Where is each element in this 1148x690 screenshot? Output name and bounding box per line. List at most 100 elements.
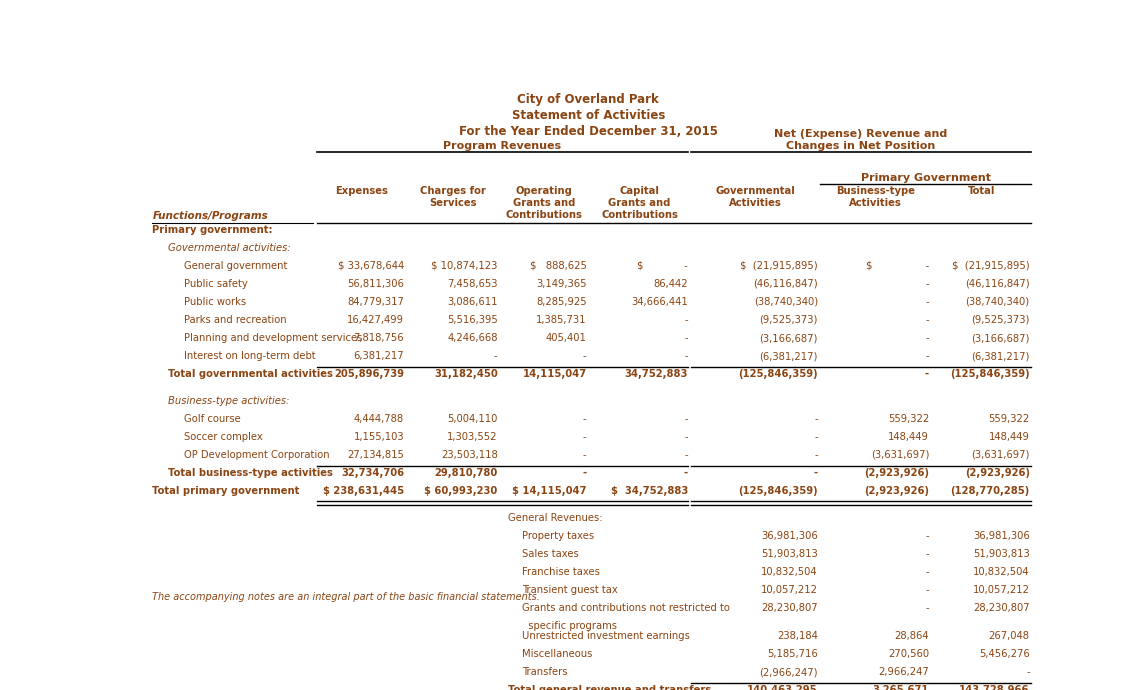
Text: 7,818,756: 7,818,756 (354, 333, 404, 343)
Text: 1,385,731: 1,385,731 (536, 315, 587, 325)
Text: (3,631,697): (3,631,697) (870, 450, 929, 460)
Text: $ 33,678,644: $ 33,678,644 (338, 261, 404, 270)
Text: Total governmental activities: Total governmental activities (169, 369, 333, 380)
Text: Public safety: Public safety (185, 279, 248, 289)
Text: 148,449: 148,449 (988, 432, 1030, 442)
Text: The accompanying notes are an integral part of the basic financial statements.: The accompanying notes are an integral p… (153, 593, 541, 602)
Text: 3,265,671: 3,265,671 (872, 685, 929, 690)
Text: Unrestricted investment earnings: Unrestricted investment earnings (521, 631, 690, 641)
Text: 14,115,047: 14,115,047 (522, 369, 587, 380)
Text: (38,740,340): (38,740,340) (965, 297, 1030, 307)
Text: 86,442: 86,442 (653, 279, 688, 289)
Text: Grants and contributions not restricted to: Grants and contributions not restricted … (521, 603, 729, 613)
Text: 7,458,653: 7,458,653 (447, 279, 497, 289)
Text: Transient guest tax: Transient guest tax (521, 585, 618, 595)
Text: Total primary government: Total primary government (153, 486, 300, 496)
Text: -: - (814, 468, 817, 478)
Text: 559,322: 559,322 (887, 414, 929, 424)
Text: 84,779,317: 84,779,317 (348, 297, 404, 307)
Text: Expenses: Expenses (335, 186, 388, 197)
Text: -: - (925, 315, 929, 325)
Text: (2,923,926): (2,923,926) (964, 468, 1030, 478)
Text: Interest on long-term debt: Interest on long-term debt (185, 351, 316, 361)
Text: For the Year Ended December 31, 2015: For the Year Ended December 31, 2015 (459, 126, 718, 138)
Text: General Revenues:: General Revenues: (509, 513, 603, 522)
Text: -: - (583, 351, 587, 361)
Text: $ 14,115,047: $ 14,115,047 (512, 486, 587, 496)
Text: $                 -: $ - (866, 261, 929, 270)
Text: -: - (925, 333, 929, 343)
Text: 8,285,925: 8,285,925 (536, 297, 587, 307)
Text: 56,811,306: 56,811,306 (348, 279, 404, 289)
Text: Net (Expense) Revenue and
Changes in Net Position: Net (Expense) Revenue and Changes in Net… (775, 129, 947, 151)
Text: (6,381,217): (6,381,217) (760, 351, 817, 361)
Text: 140,463,295: 140,463,295 (747, 685, 817, 690)
Text: -: - (684, 468, 688, 478)
Text: Business-type activities:: Business-type activities: (169, 396, 290, 406)
Text: Primary Government: Primary Government (861, 172, 991, 183)
Text: 31,182,450: 31,182,450 (434, 369, 497, 380)
Text: -: - (684, 333, 688, 343)
Text: General government: General government (185, 261, 288, 270)
Text: -: - (583, 432, 587, 442)
Text: Planning and development services: Planning and development services (185, 333, 363, 343)
Text: 28,864: 28,864 (894, 631, 929, 641)
Text: 5,004,110: 5,004,110 (448, 414, 497, 424)
Text: $  (21,915,895): $ (21,915,895) (952, 261, 1030, 270)
Text: -: - (1026, 667, 1030, 677)
Text: Business-type
Activities: Business-type Activities (836, 186, 915, 208)
Text: 5,516,395: 5,516,395 (447, 315, 497, 325)
Text: 28,230,807: 28,230,807 (974, 603, 1030, 613)
Text: 148,449: 148,449 (889, 432, 929, 442)
Text: Public works: Public works (185, 297, 247, 307)
Text: -: - (684, 315, 688, 325)
Text: 5,456,276: 5,456,276 (979, 649, 1030, 659)
Text: -: - (925, 279, 929, 289)
Text: Capital
Grants and
Contributions: Capital Grants and Contributions (602, 186, 678, 219)
Text: -: - (494, 351, 497, 361)
Text: 405,401: 405,401 (545, 333, 587, 343)
Text: (125,846,359): (125,846,359) (951, 369, 1030, 380)
Text: (2,923,926): (2,923,926) (864, 486, 929, 496)
Text: 3,149,365: 3,149,365 (536, 279, 587, 289)
Text: 28,230,807: 28,230,807 (761, 603, 817, 613)
Text: 6,381,217: 6,381,217 (354, 351, 404, 361)
Text: City of Overland Park: City of Overland Park (518, 93, 659, 106)
Text: $   888,625: $ 888,625 (529, 261, 587, 270)
Text: Transfers: Transfers (521, 667, 567, 677)
Text: 16,427,499: 16,427,499 (347, 315, 404, 325)
Text: 1,303,552: 1,303,552 (447, 432, 497, 442)
Text: $             -: $ - (637, 261, 688, 270)
Text: 3,086,611: 3,086,611 (447, 297, 497, 307)
Text: (46,116,847): (46,116,847) (965, 279, 1030, 289)
Text: -: - (925, 585, 929, 595)
Text: -: - (684, 432, 688, 442)
Text: Statement of Activities: Statement of Activities (512, 109, 665, 122)
Text: (3,166,687): (3,166,687) (760, 333, 817, 343)
Text: 5,185,716: 5,185,716 (767, 649, 817, 659)
Text: -: - (684, 351, 688, 361)
Text: (46,116,847): (46,116,847) (753, 279, 817, 289)
Text: Primary government:: Primary government: (153, 225, 273, 235)
Text: -: - (583, 414, 587, 424)
Text: Operating
Grants and
Contributions: Operating Grants and Contributions (505, 186, 582, 219)
Text: 32,734,706: 32,734,706 (341, 468, 404, 478)
Text: Golf course: Golf course (185, 414, 241, 424)
Text: (3,631,697): (3,631,697) (971, 450, 1030, 460)
Text: 267,048: 267,048 (988, 631, 1030, 641)
Text: 4,246,668: 4,246,668 (447, 333, 497, 343)
Text: 559,322: 559,322 (988, 414, 1030, 424)
Text: -: - (925, 603, 929, 613)
Text: 36,981,306: 36,981,306 (761, 531, 817, 541)
Text: (38,740,340): (38,740,340) (754, 297, 817, 307)
Text: (3,166,687): (3,166,687) (971, 333, 1030, 343)
Text: Sales taxes: Sales taxes (521, 549, 579, 559)
Text: 10,832,504: 10,832,504 (974, 566, 1030, 577)
Text: 34,666,441: 34,666,441 (631, 297, 688, 307)
Text: $  34,752,883: $ 34,752,883 (611, 486, 688, 496)
Text: Total business-type activities: Total business-type activities (169, 468, 333, 478)
Text: (2,923,926): (2,923,926) (864, 468, 929, 478)
Text: $ 10,874,123: $ 10,874,123 (432, 261, 497, 270)
Text: 1,155,103: 1,155,103 (354, 432, 404, 442)
Text: 10,832,504: 10,832,504 (761, 566, 817, 577)
